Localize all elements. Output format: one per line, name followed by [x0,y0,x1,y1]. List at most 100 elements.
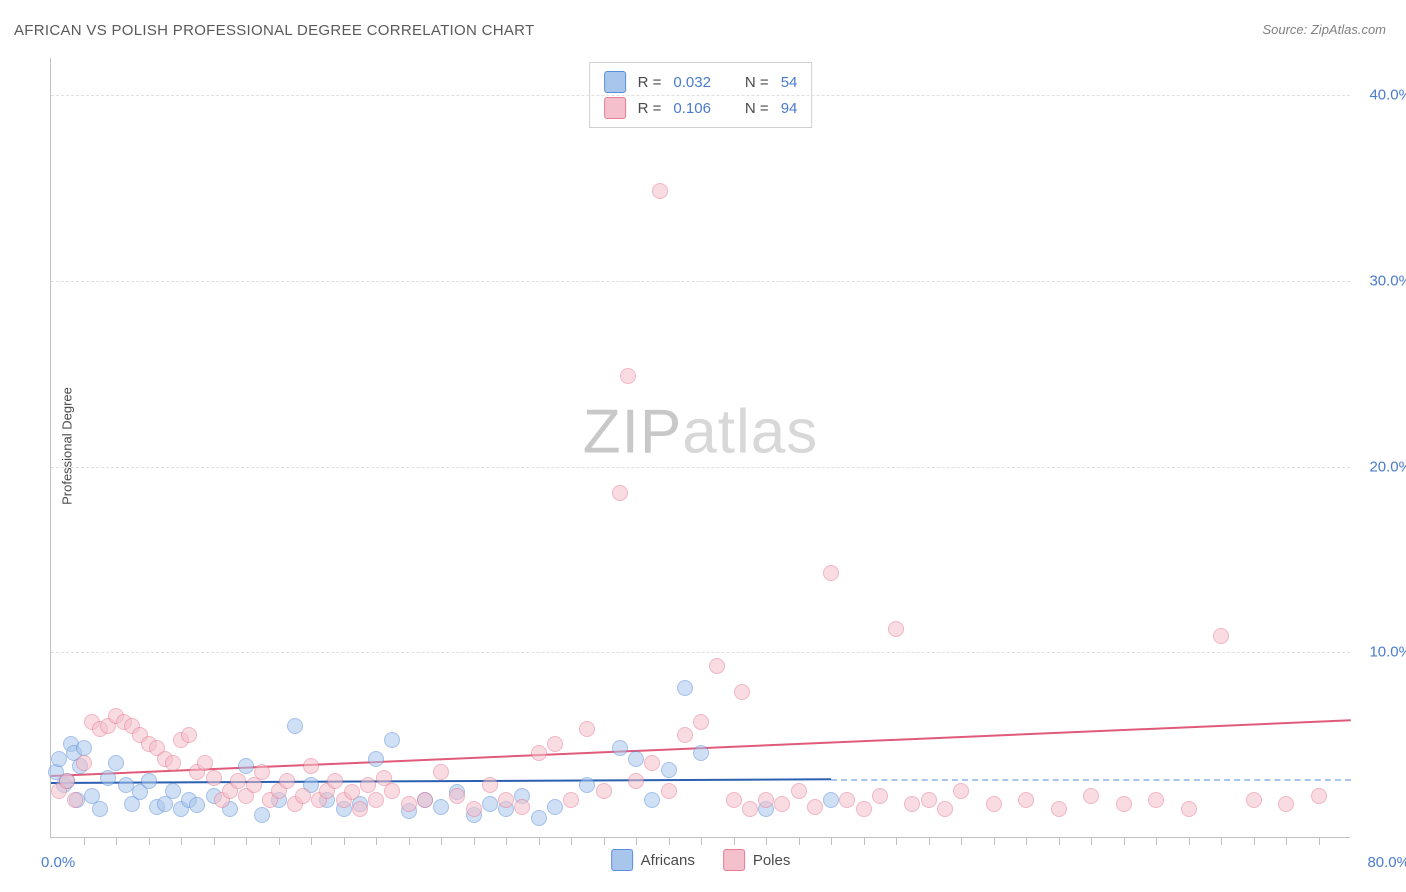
legend-swatch [604,97,626,119]
scatter-point [108,755,124,771]
x-tick [506,837,507,845]
x-tick [1221,837,1222,845]
scatter-point [1018,792,1034,808]
legend-item: Poles [723,849,791,871]
x-tick [734,837,735,845]
legend-label: Poles [753,852,791,869]
legend-series: Africans Poles [611,849,791,871]
scatter-point [189,797,205,813]
scatter-point [92,801,108,817]
scatter-point [384,732,400,748]
x-tick [994,837,995,845]
x-tick [1059,837,1060,845]
scatter-point [872,788,888,804]
scatter-point [482,777,498,793]
scatter-point [303,758,319,774]
scatter-point [644,755,660,771]
x-tick [604,837,605,845]
x-tick [311,837,312,845]
x-tick [1124,837,1125,845]
scatter-point [1213,628,1229,644]
legend-n-value: 94 [781,100,798,117]
x-tick [376,837,377,845]
x-tick [1189,837,1190,845]
scatter-point [652,183,668,199]
scatter-point [197,755,213,771]
x-tick [864,837,865,845]
x-tick [1286,837,1287,845]
scatter-point [1246,792,1262,808]
scatter-point [693,745,709,761]
legend-swatch [723,849,745,871]
scatter-point [449,788,465,804]
gridline [51,652,1350,653]
scatter-point [1116,796,1132,812]
scatter-point [644,792,660,808]
scatter-point [498,792,514,808]
scatter-point [165,755,181,771]
x-tick [409,837,410,845]
scatter-point [384,783,400,799]
scatter-point [206,770,222,786]
trend-line-dashed [831,779,1351,781]
scatter-point [921,792,937,808]
scatter-point [937,801,953,817]
scatter-point [823,565,839,581]
x-tick [799,837,800,845]
scatter-point [579,777,595,793]
scatter-point [953,783,969,799]
x-tick [539,837,540,845]
legend-row: R =0.106N =94 [604,95,798,121]
legend-swatch [611,849,633,871]
y-tick-label: 30.0% [1369,272,1406,289]
legend-n-value: 54 [781,74,798,91]
scatter-point [238,758,254,774]
x-tick [766,837,767,845]
x-tick [279,837,280,845]
y-tick-label: 10.0% [1369,644,1406,661]
scatter-point [547,799,563,815]
x-tick [246,837,247,845]
x-tick [831,837,832,845]
y-tick-label: 40.0% [1369,87,1406,104]
scatter-point [51,751,67,767]
scatter-point [628,751,644,767]
scatter-point [693,714,709,730]
scatter-point [888,621,904,637]
scatter-point [677,727,693,743]
scatter-plot-area: ZIPatlas R =0.032N =54R =0.106N =94 0.0%… [50,58,1350,838]
scatter-point [1278,796,1294,812]
scatter-point [596,783,612,799]
scatter-point [67,792,83,808]
x-tick [701,837,702,845]
scatter-point [823,792,839,808]
scatter-point [360,777,376,793]
scatter-point [807,799,823,815]
x-tick [1319,837,1320,845]
x-tick [1026,837,1027,845]
scatter-point [620,368,636,384]
scatter-point [742,801,758,817]
scatter-point [1051,801,1067,817]
scatter-point [563,792,579,808]
scatter-point [986,796,1002,812]
scatter-point [230,773,246,789]
x-axis-max-label: 80.0% [1367,854,1406,871]
scatter-point [482,796,498,812]
scatter-point [100,770,116,786]
gridline [51,95,1350,96]
legend-swatch [604,71,626,93]
x-tick [1254,837,1255,845]
legend-item: Africans [611,849,695,871]
scatter-point [344,784,360,800]
scatter-point [118,777,134,793]
scatter-point [59,773,75,789]
x-tick [961,837,962,845]
x-tick [181,837,182,845]
scatter-point [352,801,368,817]
scatter-point [579,721,595,737]
scatter-point [1083,788,1099,804]
y-tick-label: 20.0% [1369,458,1406,475]
scatter-point [758,792,774,808]
x-tick [441,837,442,845]
